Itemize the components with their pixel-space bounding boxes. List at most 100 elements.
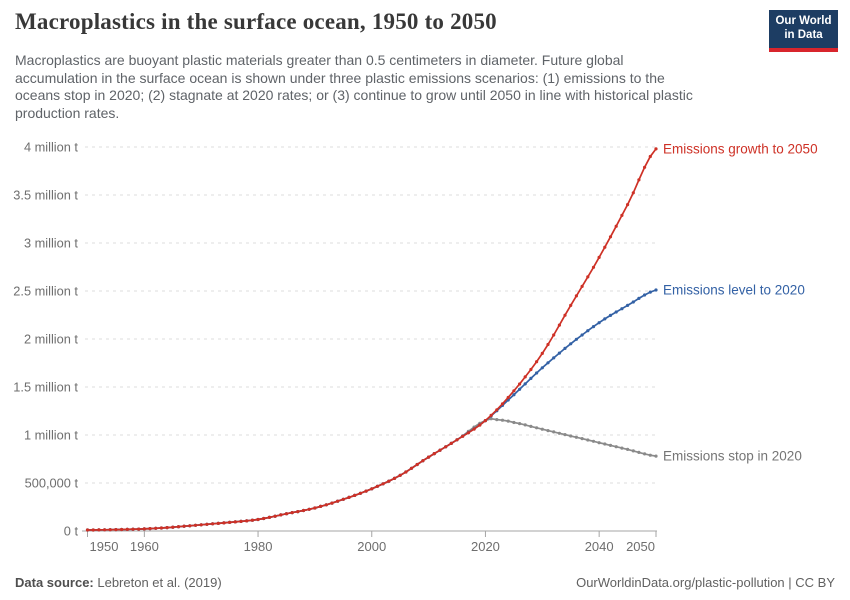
- data-point-marker: [569, 303, 573, 307]
- x-axis-tick-label: 1980: [244, 539, 273, 554]
- chart-subtitle: Macroplastics are buoyant plastic materi…: [15, 52, 693, 121]
- data-point-marker: [631, 191, 635, 195]
- data-point-marker: [205, 522, 209, 526]
- data-point-marker: [591, 325, 596, 329]
- data-point-marker: [358, 491, 362, 495]
- data-point-marker: [626, 203, 630, 207]
- data-point-marker: [603, 442, 607, 446]
- data-point-marker: [540, 427, 544, 431]
- series-end-label: Emissions stop in 2020: [663, 449, 802, 464]
- data-point-marker: [290, 511, 294, 515]
- data-point-marker: [518, 422, 522, 426]
- data-point-marker: [597, 321, 601, 325]
- data-point-marker: [461, 434, 465, 438]
- data-point-marker: [108, 528, 112, 532]
- data-point-marker: [495, 418, 499, 422]
- x-axis-tick-label: 2050: [626, 539, 655, 554]
- owid-logo: Our World in Data: [769, 10, 838, 52]
- data-point-marker: [608, 235, 613, 239]
- data-point-marker: [85, 528, 90, 532]
- y-axis-tick-label: 3.5 million t: [13, 188, 78, 203]
- data-point-marker: [535, 426, 539, 430]
- data-point-marker: [273, 514, 277, 518]
- data-point-marker: [523, 382, 527, 386]
- data-point-marker: [631, 449, 635, 453]
- data-point-marker: [267, 515, 271, 519]
- data-point-marker: [364, 489, 368, 493]
- data-point-marker: [637, 296, 641, 300]
- data-point-marker: [97, 528, 101, 532]
- data-point-marker: [586, 438, 590, 442]
- data-point-marker: [489, 413, 493, 417]
- data-point-marker: [256, 517, 260, 522]
- data-point-marker: [546, 361, 550, 365]
- data-point-marker: [336, 499, 340, 503]
- y-axis-tick-label: 2 million t: [24, 332, 78, 347]
- x-axis-tick-label: 2000: [357, 539, 386, 554]
- data-point-marker: [512, 393, 516, 397]
- data-point-marker: [472, 427, 476, 431]
- data-point-marker: [569, 342, 573, 346]
- data-point-marker: [557, 323, 562, 327]
- data-point-marker: [620, 446, 624, 450]
- data-point-marker: [523, 375, 527, 379]
- data-point-marker: [631, 300, 635, 304]
- data-point-marker: [506, 395, 510, 400]
- data-point-marker: [614, 445, 618, 449]
- data-point-marker: [574, 435, 579, 439]
- data-point-marker: [125, 527, 129, 531]
- data-point-marker: [387, 479, 391, 483]
- data-point-marker: [529, 367, 533, 372]
- data-point-marker: [654, 454, 658, 458]
- data-point-marker: [137, 527, 141, 531]
- data-point-marker: [574, 337, 579, 341]
- data-point-marker: [131, 527, 135, 531]
- data-point-marker: [563, 313, 567, 317]
- data-point-marker: [165, 526, 169, 530]
- data-point-marker: [563, 433, 567, 437]
- data-point-marker: [353, 493, 357, 497]
- series-end-label: Emissions growth to 2050: [663, 141, 818, 156]
- data-point-marker: [580, 284, 584, 288]
- data-point-marker: [626, 303, 630, 307]
- data-point-marker: [449, 441, 453, 445]
- data-point-marker: [347, 495, 351, 499]
- data-point-marker: [301, 508, 306, 513]
- data-point-marker: [546, 342, 550, 347]
- x-axis-tick-label: 2020: [471, 539, 500, 554]
- y-axis-tick-label: 1.5 million t: [13, 380, 78, 395]
- data-point-marker: [591, 439, 596, 443]
- license-link[interactable]: OurWorldinData.org/plastic-pollution | C…: [576, 575, 835, 590]
- data-point-marker: [608, 443, 613, 447]
- data-point-marker: [591, 265, 596, 269]
- data-source-value: Lebreton et al. (2019): [93, 575, 222, 590]
- data-point-marker: [648, 453, 652, 457]
- data-point-marker: [637, 178, 641, 182]
- data-point-marker: [193, 523, 198, 527]
- data-point-marker: [313, 506, 317, 510]
- data-point-marker: [307, 507, 311, 511]
- y-axis-tick-label: 2.5 million t: [13, 284, 78, 299]
- data-point-marker: [415, 462, 419, 467]
- data-point-marker: [546, 429, 550, 433]
- chart-footer: Data source: Lebreton et al. (2019) OurW…: [15, 575, 835, 590]
- data-point-marker: [279, 513, 283, 517]
- data-point-marker: [620, 307, 624, 311]
- data-point-marker: [216, 521, 220, 525]
- data-point-marker: [512, 389, 516, 393]
- data-point-marker: [603, 317, 607, 321]
- data-point-marker: [620, 213, 624, 217]
- data-point-marker: [597, 255, 601, 259]
- data-point-marker: [518, 387, 522, 391]
- data-point-marker: [643, 165, 647, 169]
- data-point-marker: [586, 275, 590, 279]
- data-point-marker: [375, 484, 379, 488]
- data-point-marker: [199, 523, 203, 527]
- x-axis-tick-label: 1960: [130, 539, 159, 554]
- data-point-marker: [284, 512, 289, 516]
- data-point-marker: [557, 351, 562, 355]
- data-point-marker: [182, 524, 186, 528]
- data-point-marker: [381, 482, 385, 486]
- x-axis-tick-label: 1950: [90, 539, 119, 554]
